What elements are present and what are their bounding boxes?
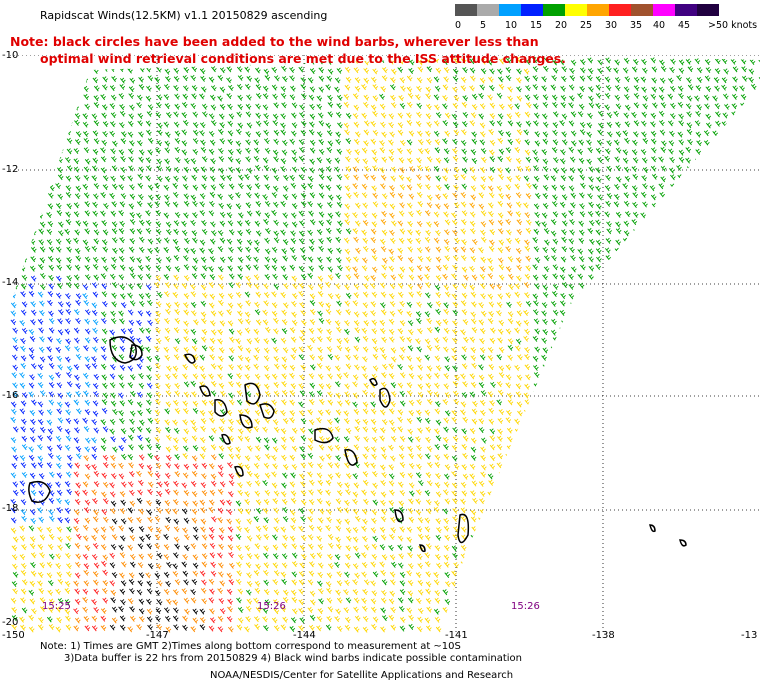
legend-swatch-7 bbox=[609, 4, 631, 16]
footer-credit: NOAA/NESDIS/Center for Satellite Applica… bbox=[210, 670, 514, 681]
legend-label-7: 35 bbox=[630, 20, 643, 31]
lon-label-138: -138 bbox=[592, 630, 615, 641]
legend-swatch-9 bbox=[653, 4, 675, 16]
legend-swatch-2 bbox=[499, 4, 521, 16]
legend-swatch-11 bbox=[697, 4, 719, 16]
contamination-note-line2: optimal wind retrieval conditions are me… bbox=[40, 51, 566, 66]
legend-label-4: 20 bbox=[555, 20, 568, 31]
legend-swatch-5 bbox=[565, 4, 587, 16]
time-label-3: 15:26 bbox=[511, 601, 540, 612]
time-label-2: 15:26 bbox=[257, 601, 286, 612]
speed-legend bbox=[455, 4, 719, 16]
legend-label-9: 45 bbox=[678, 20, 691, 31]
lon-label-144: -144 bbox=[293, 630, 316, 641]
speed-legend-labels: 0 5 10 15 20 25 30 35 40 45 >50 knots bbox=[455, 20, 760, 34]
wind-map bbox=[10, 55, 760, 633]
legend-swatch-3 bbox=[521, 4, 543, 16]
legend-label-6: 30 bbox=[605, 20, 618, 31]
lat-label-10: -10 bbox=[2, 50, 19, 61]
legend-label-8: 40 bbox=[653, 20, 666, 31]
grid-lines bbox=[10, 55, 760, 633]
legend-label-10: >50 knots bbox=[708, 20, 758, 31]
legend-swatch-4 bbox=[543, 4, 565, 16]
legend-swatch-8 bbox=[631, 4, 653, 16]
island-outlines bbox=[28, 336, 687, 553]
legend-label-0: 0 bbox=[455, 20, 462, 31]
footer-note-line2: 3)Data buffer is 22 hrs from 20150829 4)… bbox=[64, 653, 522, 664]
lon-label-141: -141 bbox=[445, 630, 468, 641]
legend-swatch-10 bbox=[675, 4, 697, 16]
lat-label-20: -20 bbox=[2, 617, 19, 628]
lat-label-12: -12 bbox=[2, 164, 19, 175]
lat-label-16: -16 bbox=[2, 390, 19, 401]
legend-label-5: 25 bbox=[580, 20, 593, 31]
legend-label-3: 15 bbox=[530, 20, 543, 31]
map-title: Rapidscat Winds(12.5KM) v1.1 20150829 as… bbox=[40, 9, 328, 22]
footer-note-line1: Note: 1) Times are GMT 2)Times along bot… bbox=[40, 641, 461, 652]
lon-label-150: -150 bbox=[2, 630, 25, 641]
lat-label-14: -14 bbox=[2, 277, 19, 288]
legend-swatch-6 bbox=[587, 4, 609, 16]
lat-label-18: -18 bbox=[2, 503, 19, 514]
legend-swatch-0 bbox=[455, 4, 477, 16]
legend-label-1: 5 bbox=[480, 20, 487, 31]
legend-label-2: 10 bbox=[505, 20, 518, 31]
contamination-note-line1: Note: black circles have been added to t… bbox=[10, 34, 539, 49]
lon-label-147: -147 bbox=[146, 630, 169, 641]
legend-swatch-1 bbox=[477, 4, 499, 16]
time-label-1: 15:25 bbox=[42, 601, 71, 612]
lon-label-135: -13 bbox=[741, 630, 758, 641]
wind-barbs bbox=[10, 56, 760, 633]
